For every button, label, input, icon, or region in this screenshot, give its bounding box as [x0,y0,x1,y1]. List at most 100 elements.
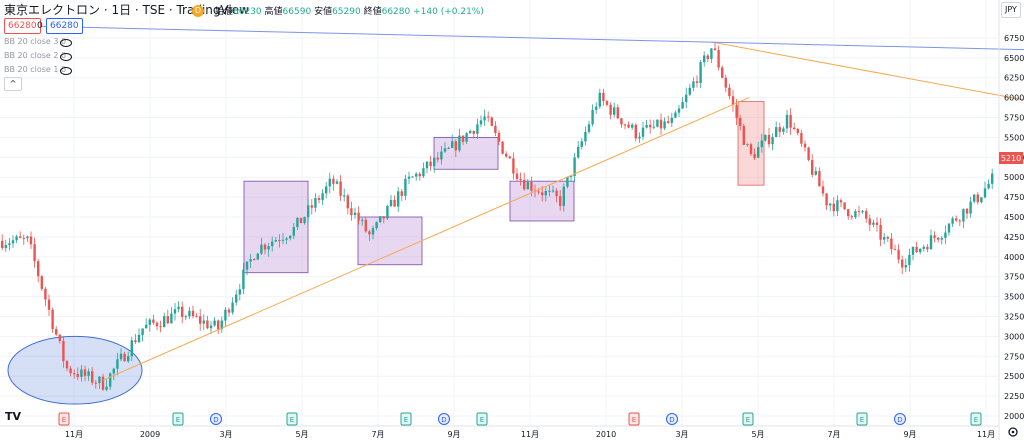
symbol-title[interactable]: 東京エレクトロン · 1日 · TSE · TradingView [4,3,249,17]
candle-body [310,205,313,208]
event-marker-label: D [441,416,446,424]
candle-body [728,87,731,97]
candle-body [397,191,400,207]
candle-body [224,309,227,321]
candle-body [69,368,72,374]
candle-body [706,55,709,59]
candle-body [670,117,673,123]
candle-body [973,194,976,202]
time-tick-label: 2010 [596,430,616,439]
event-marker-label: D [897,416,902,424]
currency-selector[interactable]: JPY [1001,2,1021,18]
earnings-marker-icon[interactable]: E [742,412,754,426]
candle-body [620,118,623,125]
ohlc-readout: 始値66230 高値66590 安値65290 終値66280 +140 (+0… [215,7,484,17]
candle-body [803,143,807,148]
earnings-marker-icon[interactable]: E [628,412,640,426]
earnings-marker-icon[interactable]: E [476,412,488,426]
earnings-marker-icon[interactable]: E [400,412,412,426]
candle-body [868,218,871,225]
time-axis[interactable]: 11月 2009 3月 5月 7月 9月 11月 2010 3月 5月 7月 9月 11月 [65,430,995,439]
candle-body [357,212,360,221]
sell-price-button[interactable]: 66280 [4,18,41,34]
price-tick-label: 5500 [1004,133,1024,142]
trend-line[interactable] [26,25,1024,51]
candle-body [91,371,94,383]
candle-body [55,328,58,335]
collapse-legend-button[interactable]: ^ [4,77,22,91]
candle-body [145,324,148,329]
indicator-bb-2[interactable]: BB 20 close 2 0 [4,51,67,60]
candle-body [814,171,817,175]
candle-body [307,205,310,218]
settings-gear-icon[interactable] [1008,427,1018,437]
candle-body [983,188,987,198]
highlight-box[interactable] [357,216,423,266]
earnings-marker-icon[interactable]: E [970,412,982,426]
highlight-box[interactable] [433,136,499,170]
candle-body [479,120,483,125]
candle-body [677,108,681,113]
candle-body [692,81,695,88]
event-marker-label: E [404,416,408,424]
time-tick-label: 3月 [675,430,688,439]
candle-body [19,236,22,238]
candle-body [346,195,349,209]
earnings-marker-icon[interactable]: E [856,412,868,426]
candle-body [213,320,216,326]
candle-body [267,246,270,250]
candle-body [314,197,317,208]
candle-body [649,124,652,128]
earnings-marker-icon[interactable]: E [286,412,298,426]
price-axis[interactable]: 6750650062506000575055005250500047504500… [1004,34,1024,421]
candle-body [955,218,958,221]
candle-body [965,208,969,214]
candle-body [159,326,162,328]
candle-body [879,224,882,240]
candle-body [51,309,54,329]
candle-body [541,192,544,196]
grid-lines [0,0,999,426]
candle-body [465,133,468,142]
dividend-marker-icon[interactable]: D [894,413,906,425]
earnings-marker-icon[interactable]: E [58,412,70,426]
candle-body [559,196,562,206]
candle-body [418,173,421,177]
buy-price-button[interactable]: 66280 [46,18,83,34]
trend-line[interactable] [102,97,750,381]
trend-line[interactable] [710,41,1024,102]
indicator-bb-1[interactable]: BB 20 close 1 0 [4,65,67,74]
candle-body [641,127,645,137]
candle-body [26,236,29,239]
candle-body [991,173,994,184]
candle-body [321,193,324,200]
eye-crossed-icon[interactable] [60,53,72,61]
dividend-marker-icon[interactable]: D [210,413,222,425]
earnings-marker-icon[interactable]: E [172,412,184,426]
chart-header: 東京エレクトロン · 1日 · TSE · TradingView D 始値66… [0,0,1000,18]
highlight-ellipse[interactable] [7,335,143,405]
dividend-marker-icon[interactable]: D [666,413,678,425]
candle-body [155,322,159,327]
candle-body [116,359,119,369]
price-tick-label: 3250 [1004,313,1024,322]
candle-body [325,186,328,194]
candle-body [249,259,252,262]
candle-body [105,386,108,390]
candle-body [15,236,18,241]
candle-body [569,176,573,178]
candle-body [148,319,151,325]
event-marker-label: D [213,416,218,424]
candle-body [922,246,925,249]
candle-body [800,133,803,144]
dividend-marker-icon[interactable]: D [438,413,450,425]
candle-body [757,147,760,158]
eye-crossed-icon[interactable] [60,67,72,75]
price-tick-label: 2750 [1004,352,1024,361]
candle-body [850,216,853,218]
indicator-bb-3[interactable]: BB 20 close 3 0 [4,37,67,46]
candle-body [595,106,598,110]
eye-crossed-icon[interactable] [60,39,72,47]
